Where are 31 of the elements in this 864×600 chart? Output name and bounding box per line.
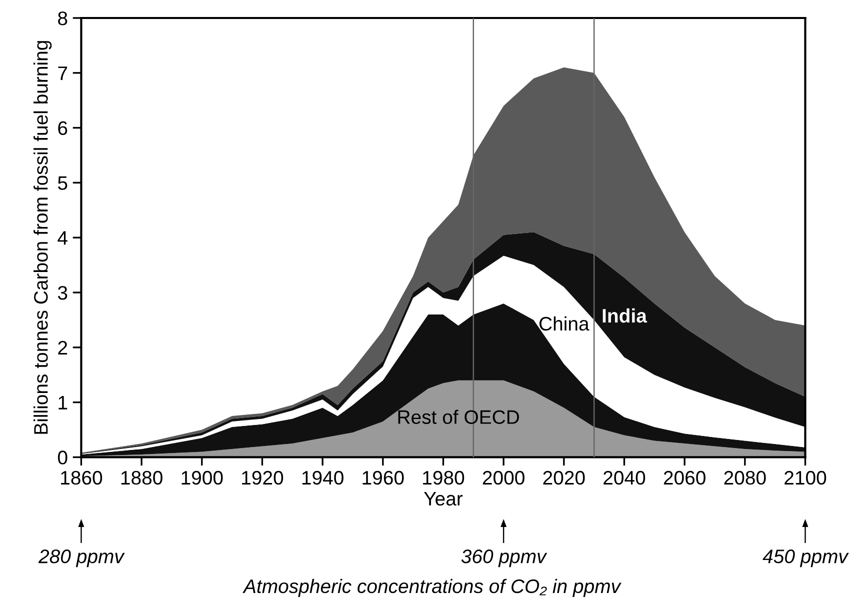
x-tick-label: 1920 bbox=[242, 470, 284, 485]
x-tick-label: 1880 bbox=[121, 470, 162, 485]
text: 360 ppmv bbox=[461, 550, 548, 568]
x-tick-label: 1860 bbox=[61, 470, 102, 485]
y-tick-label: 1 bbox=[58, 396, 68, 410]
x-tick-label: 2100 bbox=[784, 470, 826, 485]
y-tick-label: 3 bbox=[58, 286, 68, 300]
y-tick-label: 6 bbox=[58, 121, 68, 136]
series-label: India bbox=[602, 308, 648, 323]
x-tick-label: 2000 bbox=[482, 470, 524, 485]
text: Atmospheric concentrations of CO₂ in ppmv bbox=[242, 578, 622, 597]
x-tick-label: 2080 bbox=[724, 470, 766, 485]
text: 450 ppmv bbox=[762, 550, 849, 568]
x-tick-label: 1980 bbox=[423, 470, 464, 485]
series-label: China bbox=[539, 316, 590, 331]
y-tick-label: 7 bbox=[58, 66, 68, 80]
x-tick-label: 2020 bbox=[543, 470, 585, 485]
x-tick-label: 2040 bbox=[604, 470, 646, 485]
x-tick-label: 1960 bbox=[362, 470, 404, 485]
y-tick-label: 8 bbox=[58, 11, 68, 26]
x-tick-label: 2060 bbox=[664, 470, 706, 485]
y-tick-label: 4 bbox=[58, 231, 68, 245]
x-tick-label: 1900 bbox=[182, 470, 223, 485]
x-tick-label: 1940 bbox=[302, 470, 344, 485]
y-tick-label: 0 bbox=[58, 450, 68, 464]
x-axis-title: Year bbox=[424, 492, 463, 506]
text: 280 ppmv bbox=[38, 550, 125, 568]
series-label: Rest of OECD bbox=[398, 410, 519, 424]
y-tick-label: 2 bbox=[58, 340, 68, 354]
y-tick-label: 5 bbox=[58, 176, 68, 190]
y-axis-title: Billions tonnes Carbon from fossil fuel burning bbox=[34, 41, 52, 434]
